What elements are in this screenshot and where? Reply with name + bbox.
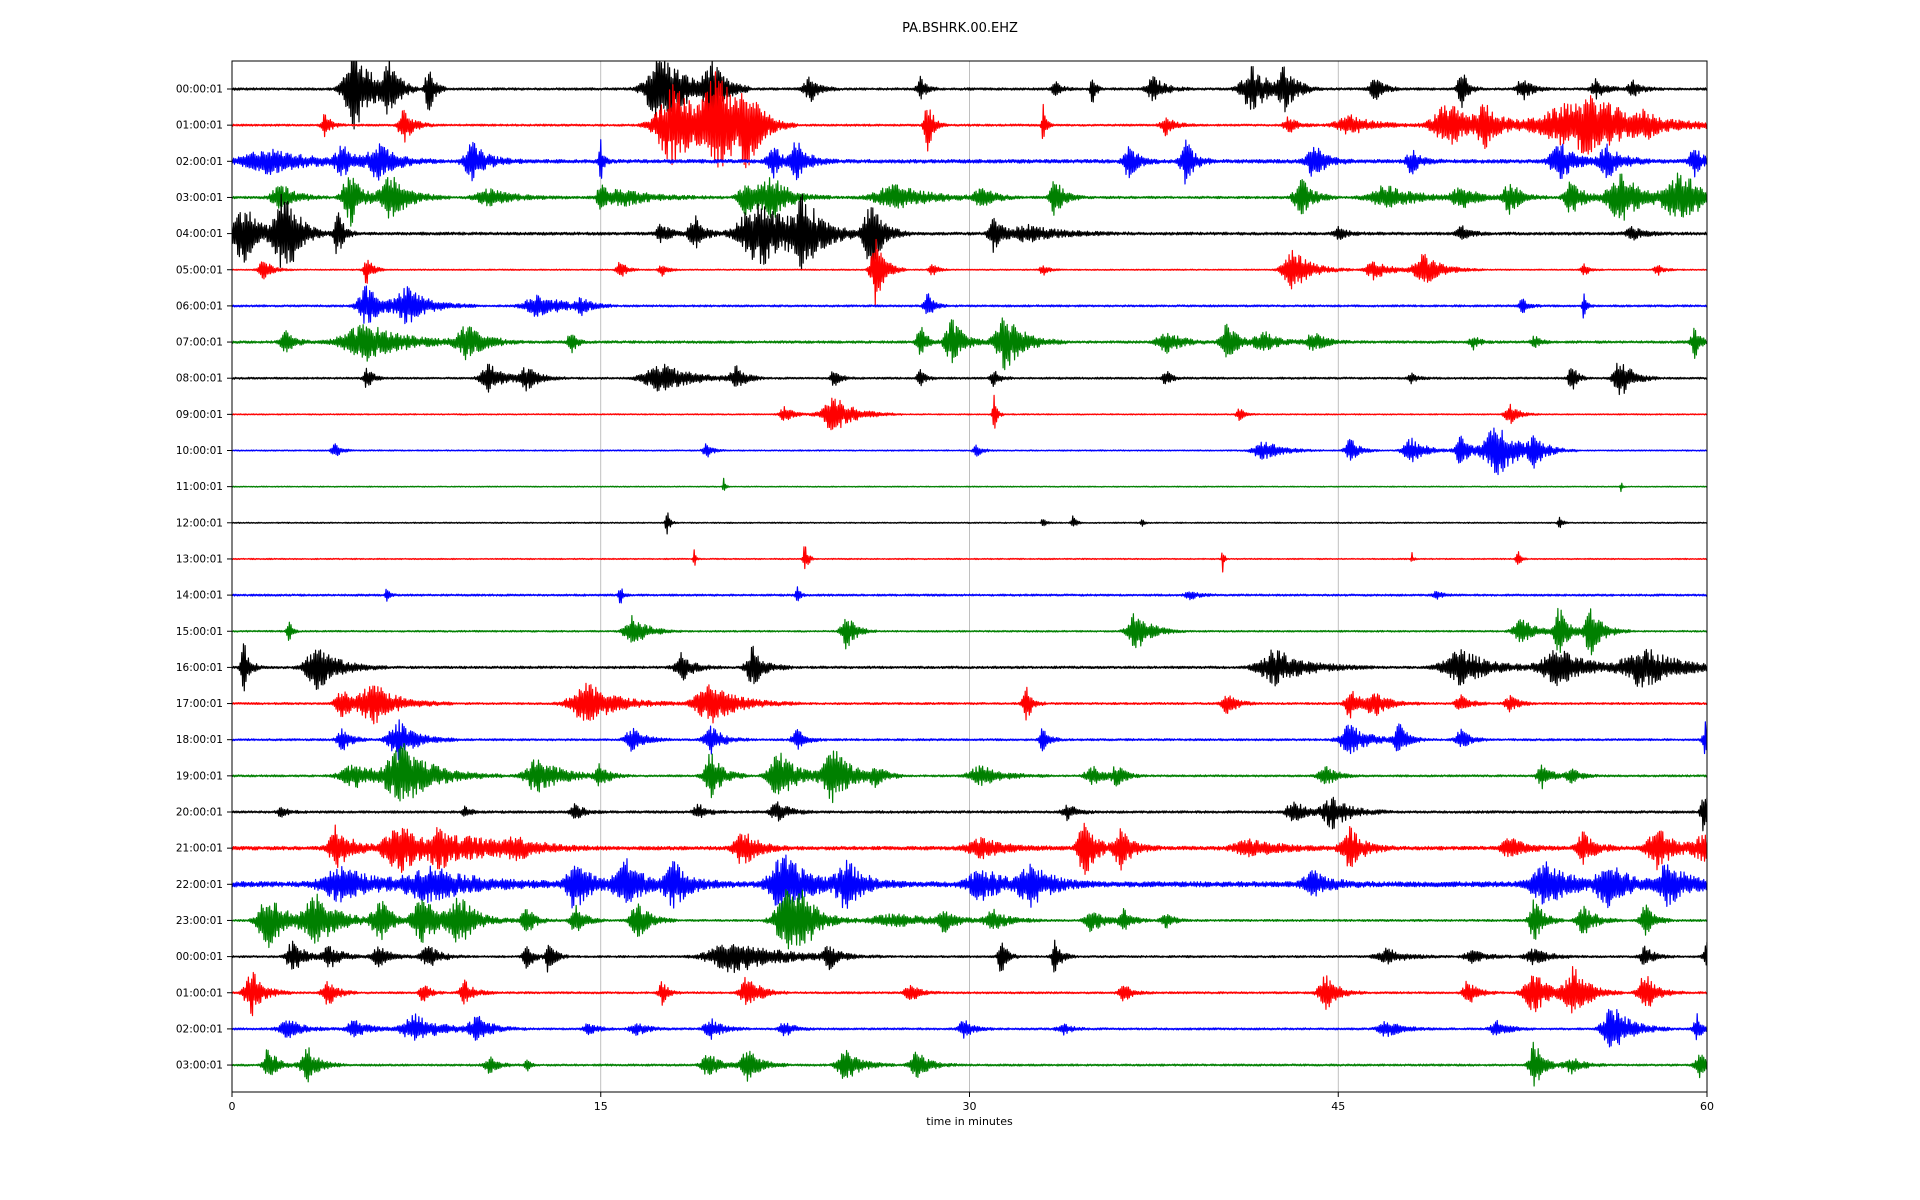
y-tick-label: 13:00:01: [176, 553, 223, 565]
trace-row-10: [232, 427, 1707, 476]
trace-row-15: [232, 607, 1707, 656]
y-tick-label: 17:00:01: [176, 698, 223, 710]
y-tick-label: 06:00:01: [176, 300, 223, 312]
trace-row-8: [232, 362, 1707, 396]
trace-row-20: [232, 796, 1707, 832]
x-tick-label: 30: [963, 1100, 977, 1113]
trace-row-17: [232, 682, 1707, 725]
traces: [232, 61, 1707, 1087]
trace-row-22: [232, 854, 1707, 912]
y-tick-label: 00:00:01: [176, 951, 223, 963]
trace-row-4: [232, 193, 1707, 270]
chart-title: PA.BSHRK.00.EHZ: [902, 21, 1018, 36]
trace-row-19: [232, 743, 1707, 804]
trace-row-27: [232, 1041, 1707, 1087]
y-tick-label: 19:00:01: [176, 770, 223, 782]
y-tick-label: 01:00:01: [176, 987, 223, 999]
x-tick-label: 45: [1331, 1100, 1345, 1113]
y-tick-label: 00:00:01: [176, 84, 223, 96]
y-tick-label: 11:00:01: [176, 481, 223, 493]
y-tick-label: 18:00:01: [176, 734, 223, 746]
trace-row-1: [232, 71, 1707, 169]
y-tick-label: 03:00:01: [176, 192, 223, 204]
trace-row-13: [232, 546, 1707, 573]
y-tick-label: 22:00:01: [176, 879, 223, 891]
trace-row-26: [232, 1008, 1707, 1048]
trace-row-0: [232, 61, 1707, 130]
y-tick-label: 12:00:01: [176, 517, 223, 529]
y-tick-label: 05:00:01: [176, 264, 223, 276]
x-tick-label: 0: [229, 1100, 236, 1113]
trace-row-11: [232, 477, 1707, 493]
trace-row-9: [232, 394, 1707, 431]
trace-row-18: [232, 719, 1707, 761]
trace-row-12: [232, 512, 1707, 535]
y-tick-label: 21:00:01: [176, 843, 223, 855]
y-tick-label: 03:00:01: [176, 1060, 223, 1072]
trace-row-25: [232, 965, 1707, 1017]
y-tick-label: 01:00:01: [176, 120, 223, 132]
y-tick-label: 16:00:01: [176, 662, 223, 674]
trace-row-21: [232, 822, 1707, 875]
y-tick-label: 10:00:01: [176, 445, 223, 457]
trace-row-5: [232, 238, 1707, 306]
x-axis-label: time in minutes: [926, 1115, 1013, 1128]
y-tick-label: 14:00:01: [176, 590, 223, 602]
trace-row-2: [232, 139, 1707, 185]
y-tick-label: 02:00:01: [176, 1023, 223, 1035]
trace-row-24: [232, 939, 1707, 974]
y-tick-label: 04:00:01: [176, 228, 223, 240]
y-tick-label: 15:00:01: [176, 626, 223, 638]
x-tick-label: 15: [594, 1100, 608, 1113]
y-tick-label: 07:00:01: [176, 337, 223, 349]
trace-row-14: [232, 586, 1707, 604]
y-tick-label: 23:00:01: [176, 915, 223, 927]
trace-row-23: [232, 889, 1707, 950]
trace-row-3: [232, 172, 1707, 227]
trace-row-7: [232, 317, 1707, 371]
y-tick-label: 02:00:01: [176, 156, 223, 168]
x-tick-label: 60: [1700, 1100, 1714, 1113]
trace-row-6: [232, 285, 1707, 325]
y-tick-label: 09:00:01: [176, 409, 223, 421]
y-tick-label: 08:00:01: [176, 373, 223, 385]
y-tick-label: 20:00:01: [176, 807, 223, 819]
trace-row-16: [232, 643, 1707, 692]
